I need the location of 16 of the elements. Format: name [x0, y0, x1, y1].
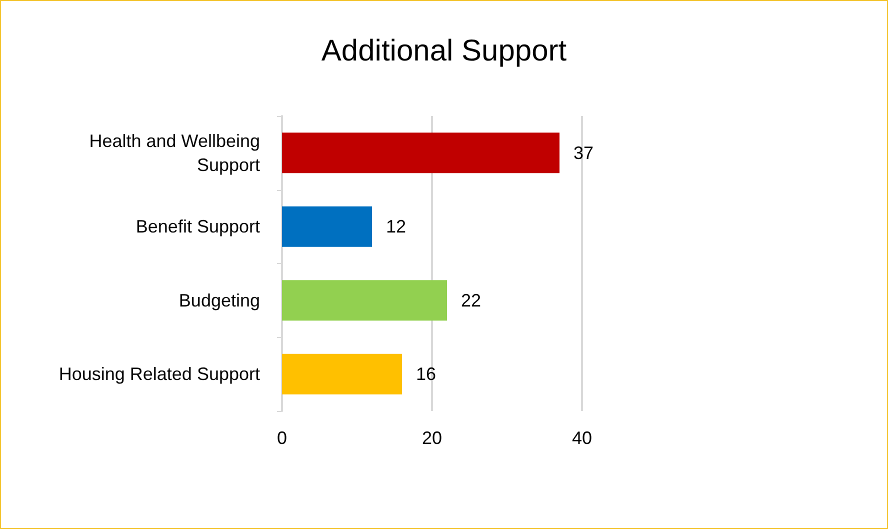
data-label: 37 [574, 142, 594, 163]
x-tick-label: 0 [276, 428, 288, 448]
x-tick-label: 20 [422, 428, 442, 448]
bar [282, 354, 402, 394]
y-tick-label: Benefit Support [136, 216, 260, 237]
y-tick-label: Housing Related Support [58, 364, 260, 384]
x-tick-label: 40 [572, 428, 592, 448]
bar [282, 132, 560, 174]
chart-title: Additional Support [321, 34, 568, 68]
data-label: 16 [416, 364, 436, 384]
bar [282, 280, 447, 321]
y-tick-label: Health and Wellbeing Support [89, 130, 260, 175]
data-label: 22 [461, 290, 482, 310]
bar [282, 206, 372, 247]
data-label: 12 [386, 216, 406, 237]
y-tick-label: Budgeting [178, 290, 260, 310]
